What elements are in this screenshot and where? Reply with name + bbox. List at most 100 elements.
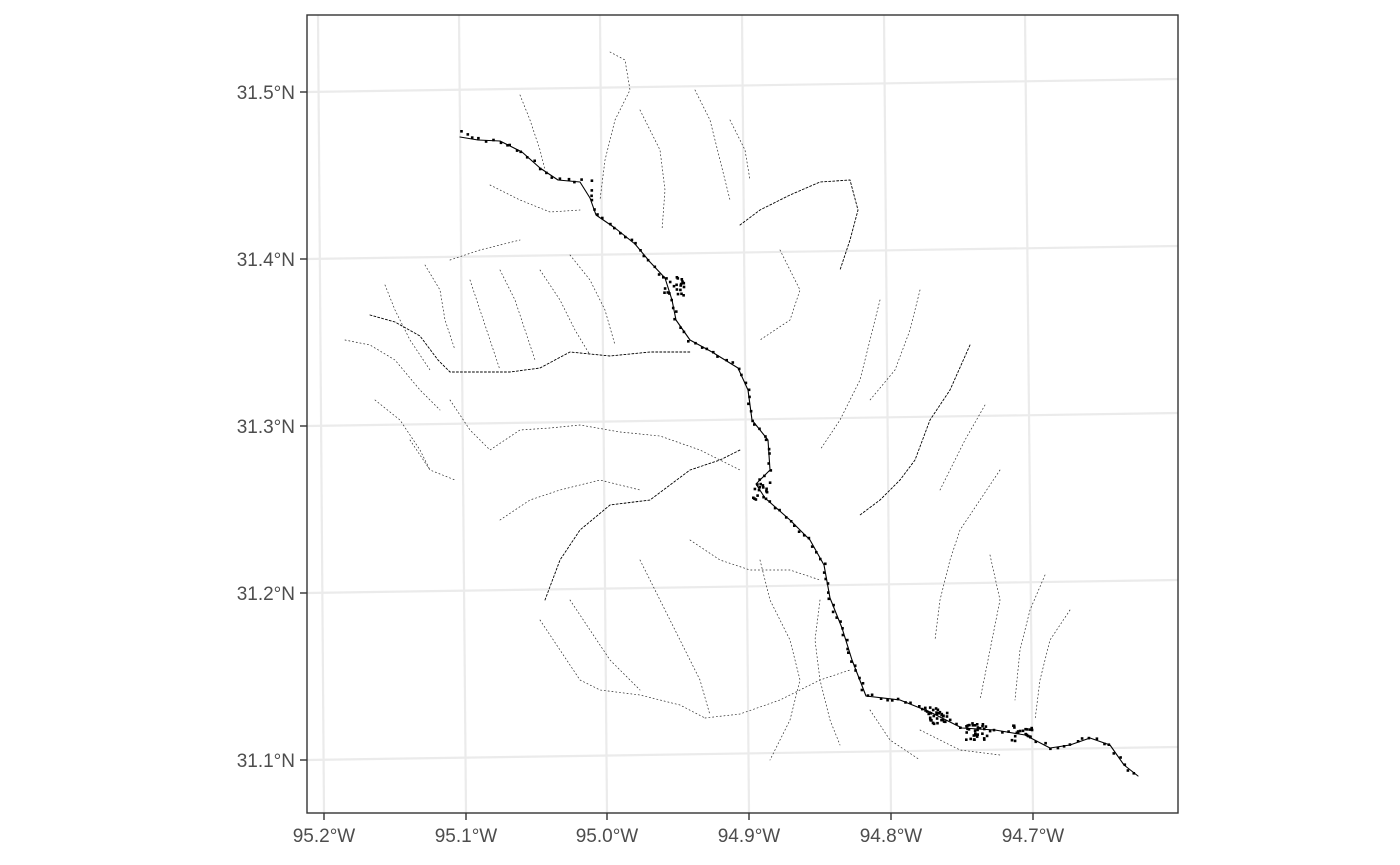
sample-point	[1062, 745, 1066, 748]
sample-point	[841, 627, 844, 630]
sample-point	[679, 282, 683, 286]
tributary	[374, 399, 431, 471]
sample-point	[972, 734, 976, 737]
sample-point	[593, 208, 596, 211]
sample-point	[752, 496, 755, 500]
sample-point	[988, 729, 992, 733]
sample-point	[942, 720, 946, 723]
sample-point	[679, 326, 682, 329]
sample-point	[470, 136, 474, 139]
sample-point	[1034, 740, 1038, 744]
tributary	[539, 269, 591, 356]
sample-point	[974, 734, 977, 737]
sample-point	[1044, 741, 1047, 745]
sample-point	[1126, 769, 1130, 772]
sample-point	[940, 713, 943, 717]
sample-point	[1025, 728, 1029, 731]
sample-point	[680, 278, 684, 281]
sample-point	[675, 288, 679, 291]
sample-point	[966, 727, 969, 731]
sample-point	[700, 346, 704, 349]
sample-point	[580, 178, 583, 181]
tributary	[689, 539, 821, 581]
east-tributary	[739, 179, 859, 271]
sample-point	[590, 179, 594, 182]
sample-point	[935, 711, 938, 714]
sample-point	[596, 213, 599, 216]
sample-point	[846, 647, 849, 651]
sample-point	[601, 216, 604, 220]
sample-point	[924, 709, 927, 712]
sample-point	[492, 138, 495, 142]
sample-point	[945, 715, 949, 718]
sample-point	[985, 734, 989, 738]
west-tributary	[369, 314, 691, 373]
sample-point	[975, 735, 979, 738]
meridian-95-0w	[598, 14, 609, 814]
sample-point	[1024, 727, 1027, 731]
sample-point	[945, 711, 949, 715]
sample-point	[747, 402, 750, 406]
tributary	[449, 399, 741, 471]
sample-point	[976, 726, 980, 729]
sample-point	[653, 265, 657, 269]
south-tributary	[544, 449, 741, 601]
sample-point	[681, 281, 685, 285]
sample-point	[515, 149, 519, 152]
sample-point	[975, 723, 979, 726]
sample-point	[609, 222, 612, 226]
tributary	[939, 404, 986, 491]
sample-point	[978, 727, 982, 730]
meridian-94-9w	[740, 14, 751, 814]
sample-point	[744, 381, 748, 385]
sample-point	[861, 682, 865, 685]
sample-point	[764, 497, 768, 501]
sample-point	[831, 610, 835, 614]
sample-point	[759, 482, 762, 486]
sample-point	[773, 506, 777, 510]
sample-point	[1013, 734, 1017, 738]
sample-point	[748, 395, 751, 399]
sample-point	[1030, 728, 1034, 732]
sample-point	[753, 423, 756, 426]
tributary	[519, 94, 546, 171]
sample-point	[935, 717, 939, 720]
y-axis: 31.1°N 31.2°N 31.3°N 31.4°N 31.5°N	[237, 83, 307, 772]
sample-point	[921, 707, 924, 711]
sample-point	[870, 693, 874, 697]
sample-point	[712, 350, 715, 354]
sample-point	[976, 733, 979, 736]
sample-point	[1007, 730, 1010, 733]
sample-point	[1018, 729, 1022, 733]
sample-point	[668, 292, 671, 295]
sample-point	[749, 409, 753, 413]
sample-point	[499, 141, 503, 145]
sample-point	[965, 738, 968, 741]
sample-point	[768, 481, 772, 484]
parallel-31-1n	[306, 745, 1179, 762]
tributary	[759, 559, 801, 761]
sample-point	[1049, 747, 1052, 751]
tributary	[934, 469, 1001, 641]
tributary	[489, 184, 581, 213]
sample-point	[1087, 736, 1091, 740]
sample-point	[1021, 729, 1025, 733]
sample-point	[740, 373, 743, 377]
sample-point	[754, 498, 758, 501]
sample-point	[1010, 738, 1014, 742]
sample-point	[934, 707, 938, 710]
sample-point	[929, 719, 933, 722]
sample-point	[976, 728, 979, 732]
sample-point	[466, 133, 470, 136]
sample-point	[639, 249, 642, 252]
sample-point	[1028, 728, 1032, 731]
sample-point	[1026, 734, 1030, 738]
tributary	[919, 729, 1001, 756]
sample-point	[642, 254, 646, 258]
sample-point	[948, 718, 952, 722]
sample-point	[624, 235, 627, 239]
sample-point	[762, 486, 765, 489]
sample-point	[460, 130, 463, 133]
sample-point	[789, 520, 793, 523]
sample-point	[675, 283, 678, 287]
